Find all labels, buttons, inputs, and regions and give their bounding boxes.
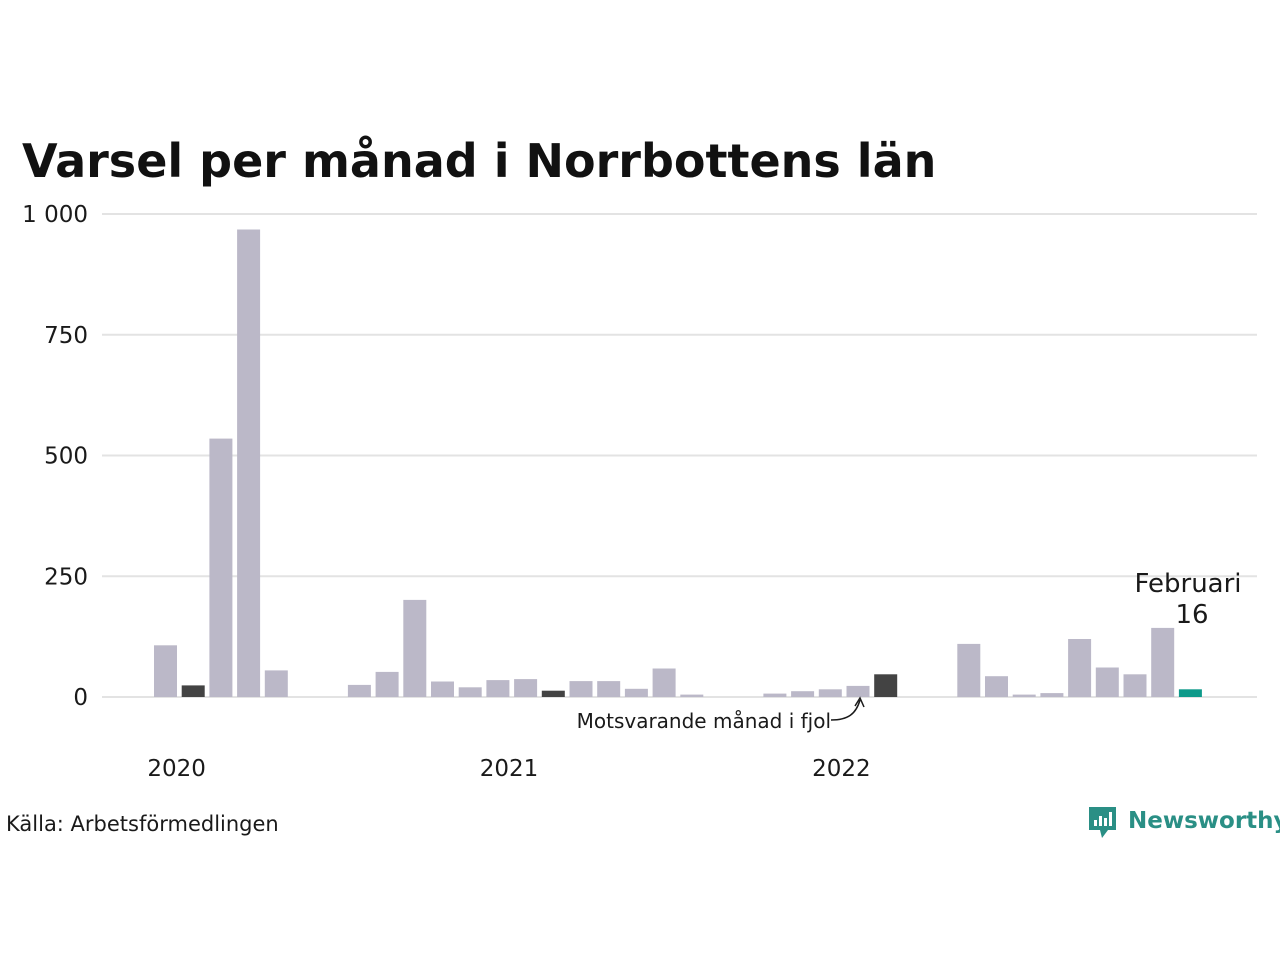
bar [1068, 639, 1092, 697]
y-tick-label: 750 [44, 323, 88, 349]
bar [209, 438, 233, 697]
bar [763, 693, 787, 697]
bar [375, 671, 399, 697]
bar [431, 681, 454, 697]
bar [680, 694, 704, 697]
y-tick-label: 250 [44, 564, 88, 590]
x-axis: 2020 2021 2022 [147, 756, 870, 782]
bar [237, 229, 261, 697]
bar-comparison-month [874, 674, 898, 697]
bar-comparison-month [181, 685, 205, 697]
bar [985, 676, 1008, 697]
comparison-arrowhead [854, 696, 865, 708]
bars [154, 229, 1202, 697]
current-month-label: Februari [1134, 569, 1241, 599]
bar [597, 681, 621, 697]
current-month-value: 16 [1175, 600, 1208, 630]
chart-title: Varsel per månad i Norrbottens län [22, 134, 936, 188]
y-tick-label: 1 000 [22, 202, 88, 228]
bar [403, 599, 427, 697]
bar [347, 684, 371, 697]
bar [1123, 674, 1147, 697]
bar [486, 680, 510, 697]
bar [458, 687, 482, 697]
bar [514, 679, 538, 697]
x-year-label: 2021 [480, 756, 539, 782]
brand-name: Newsworthy [1128, 808, 1280, 834]
bar [846, 685, 870, 697]
bar [154, 645, 177, 697]
current-month-callout: Februari 16 [1134, 569, 1241, 630]
x-year-label: 2022 [812, 756, 871, 782]
y-tick-label: 500 [44, 444, 88, 470]
newsworthy-chart-icon [1089, 807, 1116, 838]
bar [1095, 667, 1119, 697]
bar-comparison-month [541, 690, 565, 697]
comparison-label: Motsvarande månad i fjol [577, 709, 831, 733]
bar [791, 691, 815, 697]
source-note: Källa: Arbetsförmedlingen [6, 812, 279, 836]
bar [652, 668, 676, 697]
bar [264, 670, 288, 697]
bar [1012, 694, 1036, 697]
bar-current-month [1178, 689, 1202, 697]
bar [624, 688, 648, 697]
y-tick-label: 0 [73, 685, 88, 711]
bar [957, 643, 981, 697]
gridlines [102, 213, 1257, 698]
bar [569, 681, 593, 697]
y-axis: 0 250 500 750 1 000 [22, 202, 88, 711]
comparison-arrow [830, 699, 861, 721]
comparison-annotation: Motsvarande månad i fjol [577, 696, 865, 733]
bar [1151, 627, 1175, 697]
bar [818, 689, 842, 697]
bar [1040, 693, 1064, 697]
brand-logo: Newsworthy [1089, 807, 1280, 838]
x-year-label: 2020 [147, 756, 206, 782]
